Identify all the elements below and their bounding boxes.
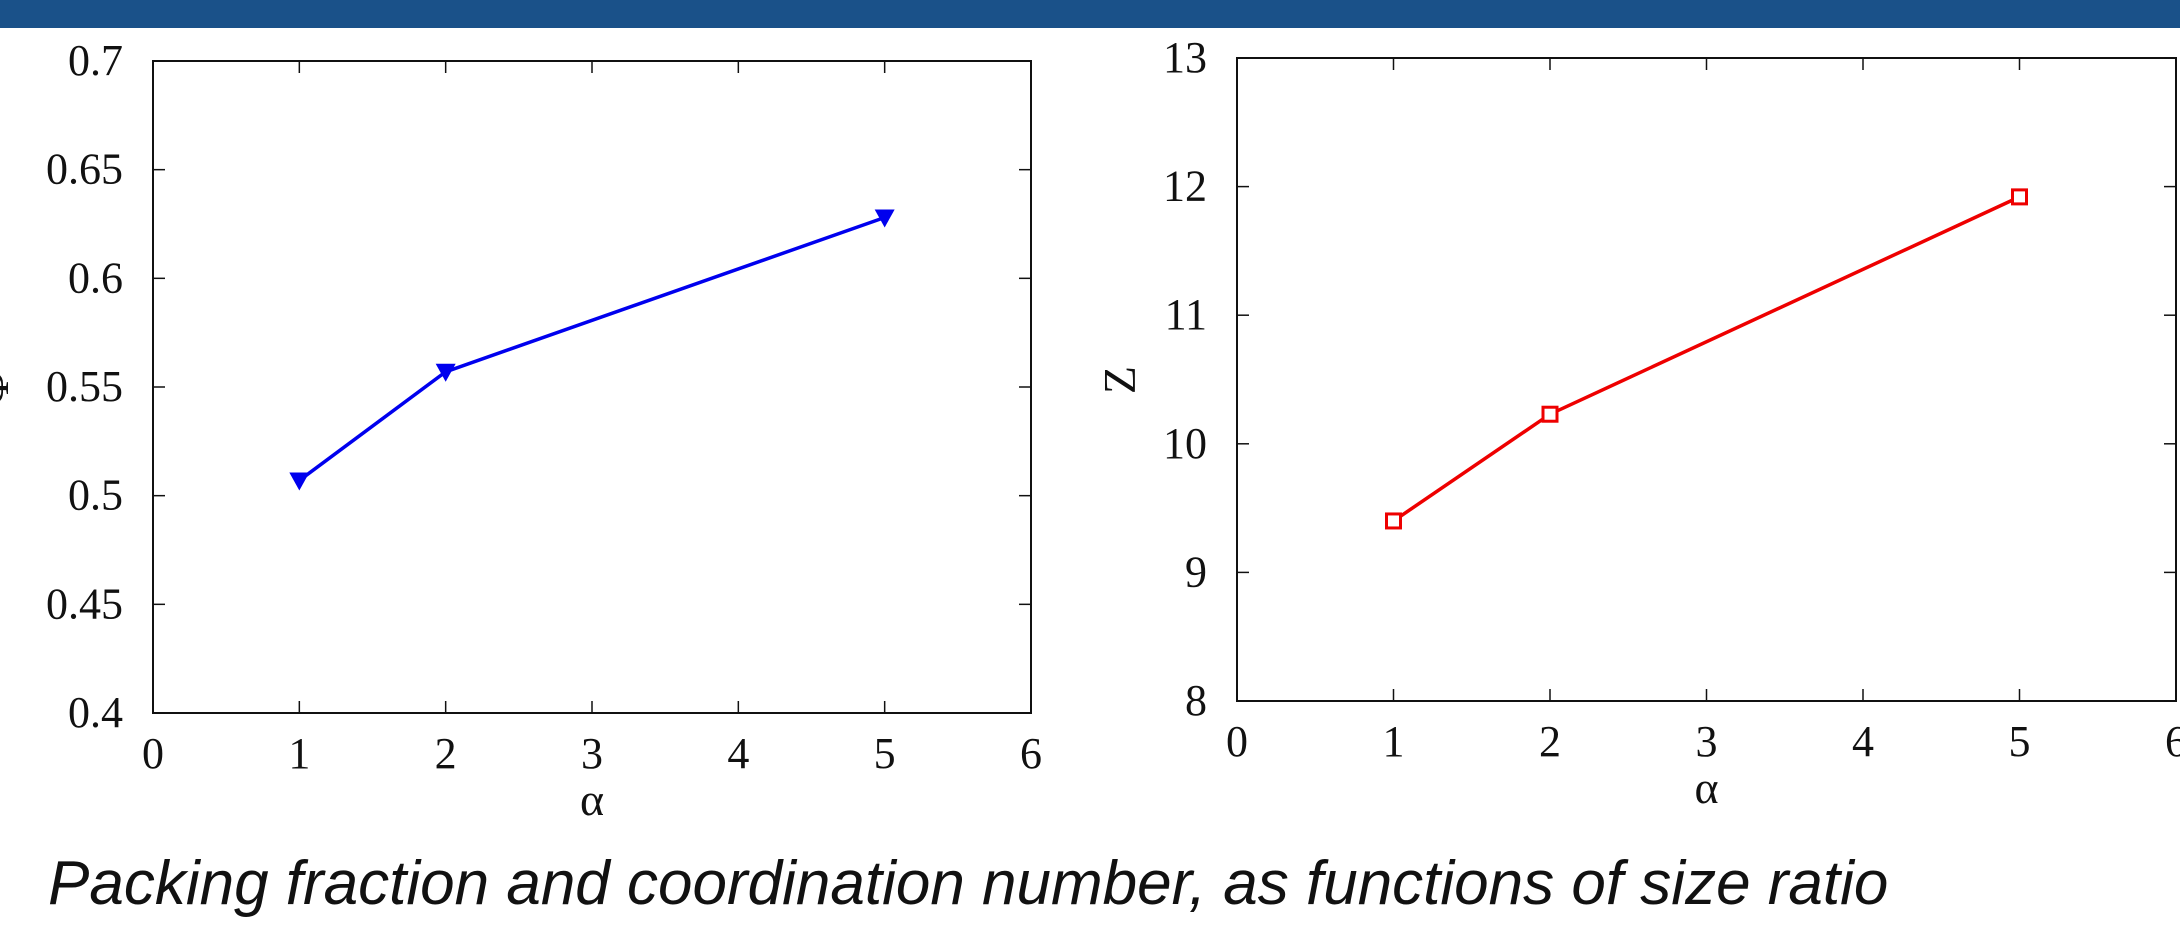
y-tick-label: 0.65 — [46, 145, 123, 194]
y-tick-label: 11 — [1165, 290, 1207, 339]
y-tick-label: 8 — [1185, 676, 1207, 725]
x-tick-label: 5 — [2009, 717, 2031, 766]
series-line — [1392, 195, 2021, 523]
y-tick-label: 9 — [1185, 547, 1207, 596]
x-tick-label: 4 — [727, 729, 749, 778]
data-point — [1385, 512, 1402, 530]
packing-fraction-chart: 0 1 2 3 4 5 6 0.4 0.45 0.5 0.55 0.6 0.65 0.7 α Φ — [0, 36, 1042, 825]
plot-frame — [152, 60, 1032, 714]
x-tick-label: 4 — [1852, 717, 1874, 766]
y-tick-label: 0.5 — [68, 471, 123, 520]
plot-frame — [1236, 57, 2177, 702]
data-point — [289, 472, 310, 491]
x-tick-label: 3 — [1696, 717, 1718, 766]
y-tick-label: 0.4 — [68, 688, 123, 737]
data-point — [2011, 188, 2028, 206]
y-tick-label: 10 — [1163, 419, 1207, 468]
y-tick-label: 0.7 — [68, 36, 123, 85]
x-tick-label: 0 — [142, 729, 164, 778]
x-tick-label: 5 — [874, 729, 896, 778]
x-tick-label: 2 — [1539, 717, 1561, 766]
x-tick-label: 1 — [1383, 717, 1405, 766]
header-bar — [0, 0, 2180, 28]
data-point — [435, 363, 456, 382]
y-tick-label: 12 — [1163, 162, 1207, 211]
y-tick-label: 0.6 — [68, 253, 123, 302]
figure-caption: Packing fraction and coordination number… — [48, 849, 1889, 918]
data-point — [874, 209, 895, 228]
x-tick-label: 6 — [2165, 717, 2180, 766]
x-tick-label: 1 — [288, 729, 310, 778]
y-axis-label: Z — [1094, 366, 1145, 394]
data-point — [1541, 405, 1559, 423]
x-axis-label: α — [580, 774, 604, 825]
series-line — [298, 215, 886, 482]
x-tick-label: 2 — [435, 729, 457, 778]
y-tick-label: 13 — [1163, 33, 1207, 82]
x-axis-label: α — [1694, 762, 1718, 813]
y-tick-label: 0.45 — [46, 579, 123, 628]
x-tick-label: 0 — [1226, 717, 1248, 766]
x-tick-label: 3 — [581, 729, 603, 778]
x-tick-label: 6 — [1020, 729, 1042, 778]
y-tick-label: 0.55 — [46, 362, 123, 411]
y-axis-label: Φ — [0, 371, 18, 405]
